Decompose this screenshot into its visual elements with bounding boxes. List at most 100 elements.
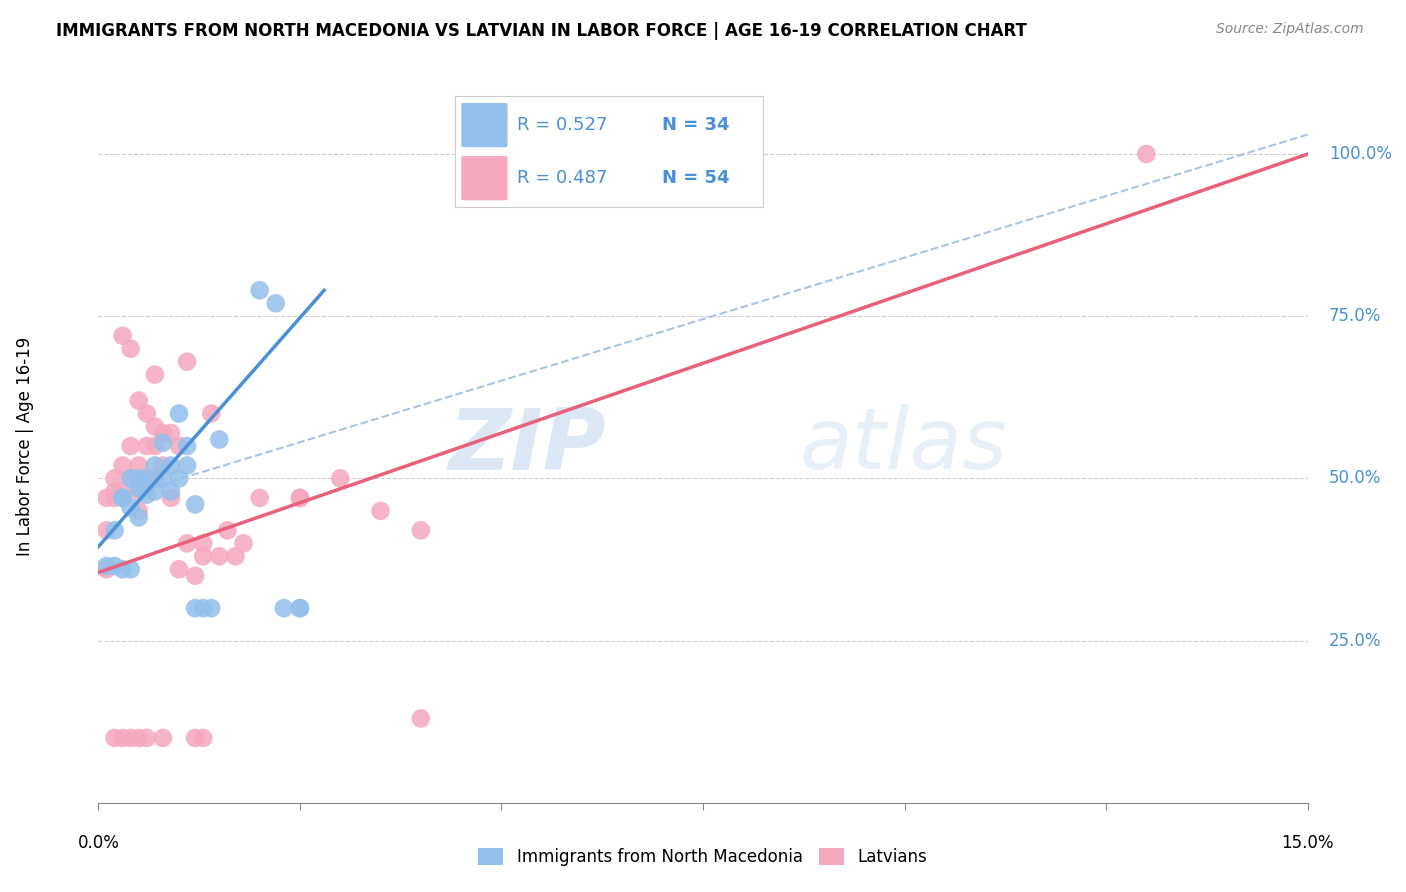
- Point: [200, 601, 222, 615]
- Point: [176, 439, 198, 453]
- Point: [143, 458, 166, 473]
- Point: [135, 731, 157, 745]
- Point: [193, 549, 215, 564]
- Point: [111, 562, 134, 576]
- Point: [329, 471, 352, 485]
- Point: [103, 491, 125, 505]
- Point: [111, 491, 134, 505]
- Text: IMMIGRANTS FROM NORTH MACEDONIA VS LATVIAN IN LABOR FORCE | AGE 16-19 CORRELATIO: IMMIGRANTS FROM NORTH MACEDONIA VS LATVI…: [56, 22, 1028, 40]
- Point: [409, 711, 432, 725]
- Point: [176, 536, 198, 550]
- Point: [184, 601, 207, 615]
- Point: [193, 601, 215, 615]
- Point: [120, 471, 142, 485]
- Text: 100.0%: 100.0%: [1329, 145, 1392, 163]
- Point: [208, 549, 231, 564]
- Point: [111, 491, 134, 505]
- Point: [128, 504, 150, 518]
- Point: [128, 481, 150, 495]
- Point: [167, 471, 190, 485]
- Point: [409, 524, 432, 538]
- Point: [160, 425, 183, 440]
- Point: [264, 296, 287, 310]
- Point: [288, 491, 311, 505]
- Point: [111, 731, 134, 745]
- Point: [96, 491, 118, 505]
- Text: ZIP: ZIP: [449, 404, 606, 488]
- Point: [135, 471, 157, 485]
- Point: [120, 471, 142, 485]
- Point: [143, 471, 166, 485]
- Point: [128, 393, 150, 408]
- Point: [135, 488, 157, 502]
- Point: [143, 419, 166, 434]
- Point: [143, 439, 166, 453]
- Point: [288, 601, 311, 615]
- Point: [288, 491, 311, 505]
- Point: [111, 328, 134, 343]
- Point: [273, 601, 295, 615]
- Point: [167, 407, 190, 421]
- Point: [152, 458, 174, 473]
- Point: [120, 562, 142, 576]
- Point: [176, 354, 198, 368]
- Point: [184, 497, 207, 511]
- Point: [249, 491, 271, 505]
- Point: [120, 731, 142, 745]
- Point: [288, 601, 311, 615]
- Point: [135, 407, 157, 421]
- Point: [128, 458, 150, 473]
- Point: [184, 731, 207, 745]
- Point: [193, 536, 215, 550]
- Point: [96, 524, 118, 538]
- Text: 25.0%: 25.0%: [1329, 632, 1381, 649]
- Text: 50.0%: 50.0%: [1329, 469, 1381, 487]
- Point: [128, 731, 150, 745]
- Point: [370, 504, 392, 518]
- Point: [135, 439, 157, 453]
- Point: [1135, 147, 1157, 161]
- Point: [120, 342, 142, 356]
- Point: [224, 549, 246, 564]
- Point: [143, 484, 166, 499]
- Point: [160, 491, 183, 505]
- Point: [96, 559, 118, 574]
- Point: [152, 425, 174, 440]
- Point: [103, 524, 125, 538]
- Point: [111, 484, 134, 499]
- Text: 0.0%: 0.0%: [77, 834, 120, 852]
- Point: [232, 536, 254, 550]
- Text: 75.0%: 75.0%: [1329, 307, 1381, 326]
- Point: [128, 484, 150, 499]
- Point: [128, 510, 150, 524]
- Point: [152, 435, 174, 450]
- Point: [184, 568, 207, 582]
- Point: [111, 458, 134, 473]
- Point: [128, 471, 150, 485]
- Point: [120, 439, 142, 453]
- Point: [103, 559, 125, 574]
- Text: Source: ZipAtlas.com: Source: ZipAtlas.com: [1216, 22, 1364, 37]
- Text: 15.0%: 15.0%: [1281, 834, 1334, 852]
- Point: [217, 524, 239, 538]
- Point: [160, 458, 183, 473]
- Point: [96, 562, 118, 576]
- Point: [120, 500, 142, 515]
- Point: [193, 731, 215, 745]
- Point: [167, 439, 190, 453]
- Point: [160, 484, 183, 499]
- Point: [176, 458, 198, 473]
- Point: [152, 731, 174, 745]
- Point: [143, 368, 166, 382]
- Point: [103, 731, 125, 745]
- Point: [152, 471, 174, 485]
- Point: [200, 407, 222, 421]
- Text: In Labor Force | Age 16-19: In Labor Force | Age 16-19: [17, 336, 34, 556]
- Point: [208, 433, 231, 447]
- Point: [135, 471, 157, 485]
- Point: [249, 283, 271, 297]
- Point: [103, 471, 125, 485]
- Text: atlas: atlas: [800, 404, 1008, 488]
- Point: [167, 562, 190, 576]
- Point: [103, 484, 125, 499]
